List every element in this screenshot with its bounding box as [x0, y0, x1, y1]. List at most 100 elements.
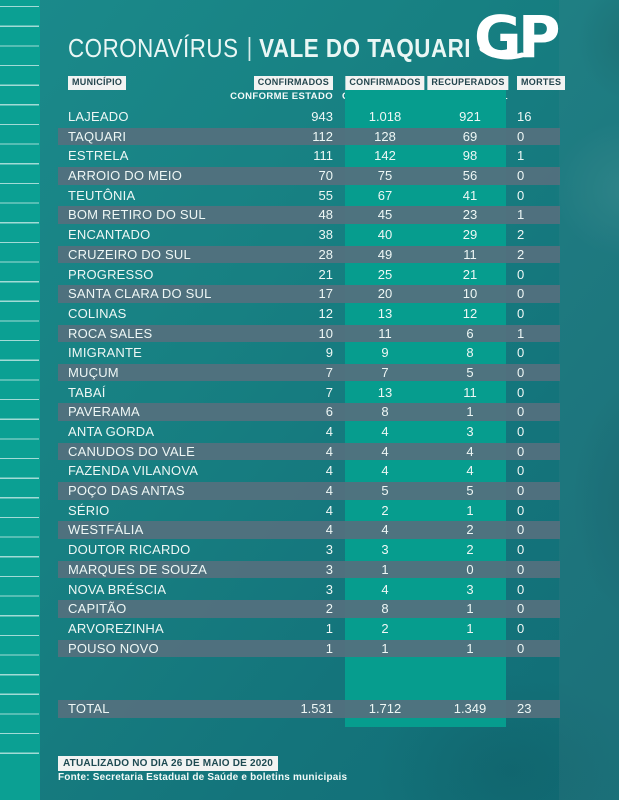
- recovered-cell: 5: [466, 483, 474, 499]
- background-right-tint: [559, 0, 619, 800]
- title-coronavirus: CORONAVÍRUS: [68, 33, 239, 63]
- total-recovered-cell: 1.349: [453, 701, 487, 716]
- confirmed-state-cell: 9: [325, 345, 333, 361]
- recovered-cell: 11: [463, 384, 477, 400]
- source-note: Fonte: Secretaria Estadual de Saúde e bo…: [58, 772, 348, 783]
- municipality-cell: SÉRIO: [68, 502, 110, 518]
- municipality-cell: ARROIO DO MEIO: [68, 168, 183, 184]
- municipality-cell: TABAÍ: [68, 384, 106, 400]
- confirmed-municipal-cell: 40: [377, 227, 393, 243]
- deaths-cell: 0: [517, 483, 525, 499]
- column-header-confirmed-state: CONFIRMADOS: [253, 76, 333, 90]
- confirmed-municipal-cell: 1.018: [368, 109, 402, 124]
- confirmed-municipal-cell: 4: [381, 424, 389, 439]
- total-confirmed-state-cell: 1.531: [300, 701, 333, 716]
- deaths-cell: 0: [517, 443, 525, 459]
- table-row: PAVERAMA 6 8 1 0: [58, 403, 560, 421]
- svg-text:G: G: [476, 5, 522, 69]
- deaths-cell: 0: [517, 305, 525, 321]
- page-title: CORONAVÍRUS VALE DO TAQUARI: [68, 33, 471, 64]
- confirmed-state-cell: 38: [318, 227, 333, 243]
- municipality-cell: FAZENDA VILANOVA: [68, 463, 199, 479]
- confirmed-state-cell: 4: [325, 443, 333, 459]
- deaths-cell: 0: [517, 187, 525, 203]
- table-row: MARQUES DE SOUZA 3 1 0 0: [58, 560, 560, 579]
- confirmed-state-cell: 943: [311, 109, 333, 124]
- confirmed-municipal-cell: 2: [381, 620, 389, 636]
- confirmed-municipal-cell: 142: [374, 148, 396, 164]
- deaths-cell: 0: [517, 345, 525, 361]
- confirmed-state-cell: 48: [318, 207, 333, 223]
- recovered-cell: 1: [466, 620, 474, 636]
- confirmed-municipal-cell: 20: [377, 286, 393, 302]
- deaths-cell: 0: [517, 502, 525, 518]
- confirmed-municipal-cell: 4: [381, 463, 389, 479]
- updated-date-badge: ATUALIZADO NO DIA 26 DE MAIO DE 2020: [58, 756, 279, 771]
- recovered-cell: 12: [462, 305, 478, 321]
- confirmed-state-cell: 112: [312, 128, 333, 144]
- confirmed-state-cell: 3: [325, 542, 333, 558]
- confirmed-state-cell: 28: [318, 246, 333, 262]
- confirmed-municipal-cell: 3: [381, 542, 389, 558]
- confirmed-municipal-cell: 4: [381, 581, 389, 597]
- deaths-cell: 0: [517, 601, 525, 617]
- recovered-cell: 921: [459, 109, 481, 124]
- table-rows: LAJEADO 943 1.018 921 16 TAQUARI 112 128…: [58, 108, 560, 658]
- table-row: SÉRIO 4 2 1 0: [58, 502, 560, 520]
- deaths-cell: 0: [517, 266, 525, 282]
- table-row: NOVA BRÉSCIA 3 4 3 0: [58, 581, 560, 599]
- recovered-cell: 1: [466, 601, 474, 617]
- table-row: CRUZEIRO DO SUL 28 49 11 2: [58, 245, 560, 264]
- table-row: LAJEADO 943 1.018 921 16: [58, 108, 560, 126]
- deaths-cell: 0: [517, 128, 525, 144]
- recovered-cell: 0: [466, 561, 474, 577]
- municipality-cell: ROCA SALES: [68, 325, 153, 341]
- confirmed-state-cell: 12: [318, 305, 333, 321]
- municipality-cell: MUÇUM: [68, 364, 119, 380]
- deaths-cell: 0: [517, 384, 525, 400]
- confirmed-municipal-cell: 25: [377, 266, 393, 282]
- deaths-cell: 0: [517, 522, 525, 538]
- table-row: PROGRESSO 21 25 21 0: [58, 266, 560, 284]
- recovered-cell: 3: [466, 581, 474, 597]
- table-row: POÇO DAS ANTAS 4 5 5 0: [58, 482, 560, 500]
- recovered-cell: 10: [462, 286, 478, 302]
- gp-logo-icon: G P: [476, 5, 561, 69]
- confirmed-municipal-cell: 1: [381, 640, 389, 656]
- municipality-cell: LAJEADO: [68, 109, 129, 124]
- municipality-cell: ENCANTADO: [68, 227, 151, 243]
- deaths-cell: 0: [517, 463, 525, 479]
- recovered-cell: 5: [466, 364, 474, 380]
- confirmed-municipal-cell: 11: [378, 325, 392, 341]
- municipality-cell: NOVA BRÉSCIA: [68, 581, 167, 597]
- municipality-cell: PAVERAMA: [68, 404, 140, 420]
- confirmed-municipal-cell: 1: [381, 561, 389, 577]
- confirmed-municipal-cell: 4: [381, 443, 389, 459]
- municipality-cell: WESTFÁLIA: [68, 522, 144, 538]
- table-row: SANTA CLARA DO SUL 17 20 10 0: [58, 285, 560, 303]
- table-row: ENCANTADO 38 40 29 2: [58, 226, 560, 244]
- deaths-cell: 1: [517, 148, 525, 164]
- deaths-cell: 0: [517, 404, 525, 420]
- column-header-municipality: MUNICÍPIO: [68, 76, 127, 90]
- confirmed-state-cell: 3: [325, 581, 333, 597]
- deaths-cell: 0: [517, 620, 525, 636]
- recovered-cell: 21: [462, 266, 478, 282]
- municipality-cell: TEUTÔNIA: [68, 187, 136, 203]
- confirmed-state-cell: 111: [313, 148, 333, 164]
- municipality-cell: ESTRELA: [68, 148, 129, 164]
- confirmed-state-cell: 7: [325, 364, 333, 380]
- table-row: WESTFÁLIA 4 4 2 0: [58, 521, 560, 539]
- title-separator: [248, 37, 251, 61]
- confirmed-state-cell: 1: [325, 640, 333, 656]
- municipality-cell: POUSO NOVO: [68, 640, 159, 656]
- municipality-cell: CAPITÃO: [68, 601, 127, 617]
- municipality-cell: TAQUARI: [68, 128, 127, 144]
- table-row: MUÇUM 7 7 5 0: [58, 363, 560, 382]
- total-confirmed-municipal-cell: 1.712: [368, 701, 402, 716]
- deaths-cell: 0: [517, 424, 525, 439]
- deaths-cell: 0: [517, 542, 525, 558]
- confirmed-municipal-cell: 128: [374, 128, 396, 144]
- municipality-cell: SANTA CLARA DO SUL: [68, 286, 212, 302]
